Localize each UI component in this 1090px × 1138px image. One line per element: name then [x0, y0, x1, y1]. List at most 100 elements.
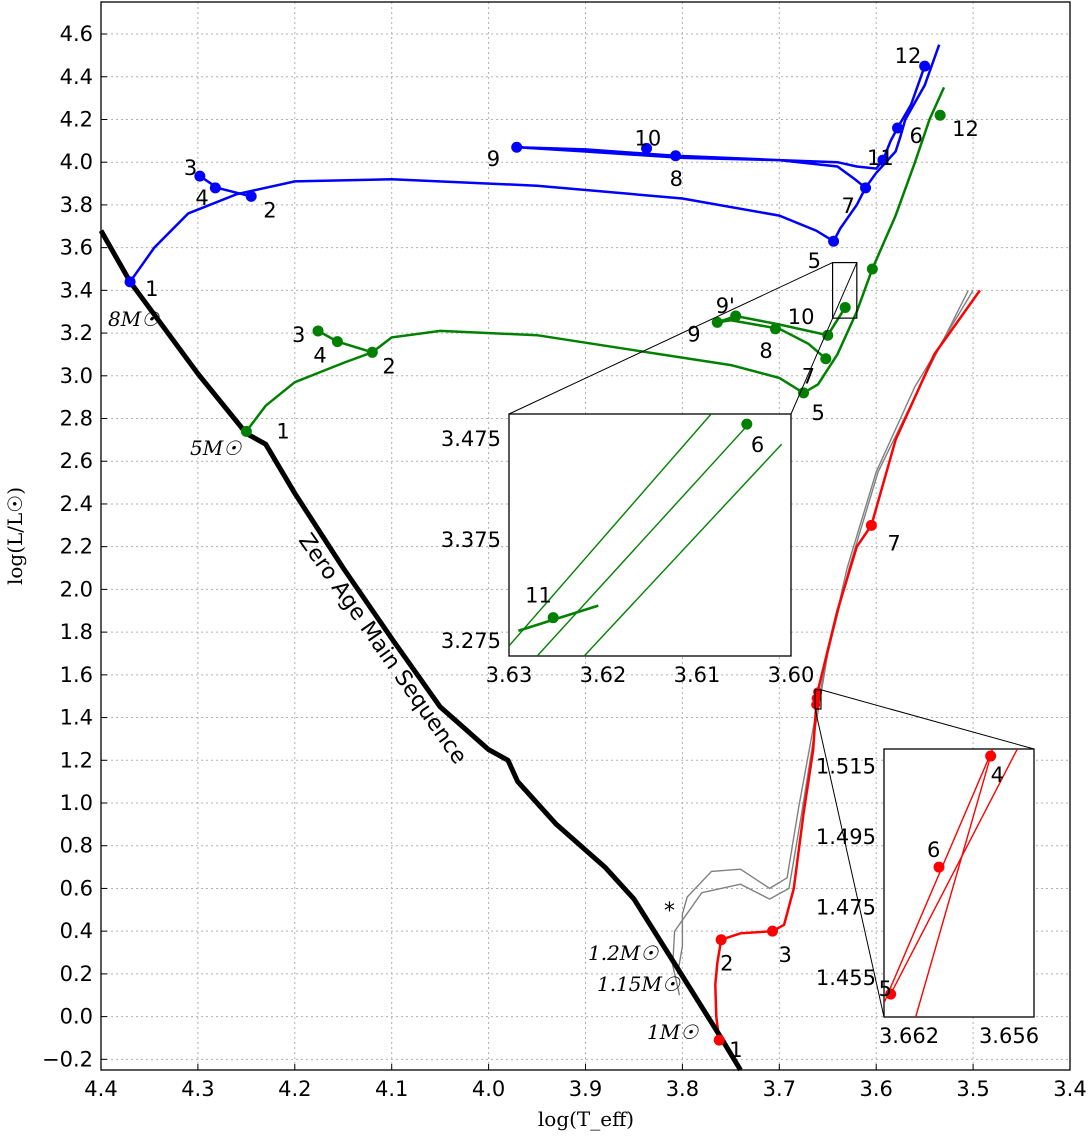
mass-label-5: 5M☉ [190, 436, 242, 460]
track-point [877, 154, 889, 166]
point-label: 2 [382, 354, 395, 378]
zoom-box [814, 689, 822, 710]
y-tick-label: 1.6 [60, 663, 93, 687]
inset-x-tick-label: 3.662 [879, 1024, 939, 1048]
inset-5msun: 6 11 3.63 3.62 3.61 3.60 3.475 3.375 3.275 [441, 261, 858, 687]
track-point [839, 301, 851, 313]
point-label: 3 [184, 156, 197, 180]
inset-y-tick-label: 1.495 [816, 825, 876, 849]
mass-label-1-15: 1.15M☉ [597, 972, 681, 996]
y-tick-label: 3.2 [60, 321, 93, 345]
x-tick-label: 3.5 [956, 1077, 989, 1101]
y-tick-label: 2.0 [60, 577, 93, 601]
y-tick-label: 2.2 [60, 535, 93, 559]
star-annotation: * [664, 899, 675, 924]
track-point [828, 235, 840, 247]
track-main-2 [245, 86, 946, 433]
y-tick-label: 4.2 [60, 107, 93, 131]
track-point [194, 170, 206, 182]
point-label: 1 [276, 419, 289, 443]
track-point [366, 346, 378, 358]
point-label: 6 [910, 124, 923, 148]
track-point [713, 1034, 725, 1046]
track-point [245, 190, 257, 202]
point-label: 5 [808, 249, 821, 273]
y-tick-label: 1.4 [60, 706, 93, 730]
inset-point-label: 4 [991, 763, 1004, 787]
x-tick-label: 4.0 [472, 1077, 505, 1101]
y-tick-label: 3.6 [60, 236, 93, 260]
y-tick-label: 4.0 [60, 150, 93, 174]
tick-labels: 4.4 4.3 4.2 4.1 4.0 3.9 3.8 3.7 3.6 3.5 3.4 −0.2 0.0… [42, 22, 1087, 1101]
inset-point-label: 5 [879, 977, 892, 1001]
x-tick-label: 3.9 [569, 1077, 602, 1101]
x-tick-label: 3.7 [763, 1077, 796, 1101]
inset-y-tick-label: 3.475 [441, 427, 501, 451]
inset-y-tick-label: 3.375 [441, 528, 501, 552]
point-label: 9 [487, 147, 500, 171]
inset-y-tick-label: 3.275 [441, 629, 501, 653]
inset-point-label: 6 [927, 838, 940, 862]
x-tick-label: 4.1 [375, 1077, 408, 1101]
gray-track-2 [671, 290, 969, 996]
track-main-1 [129, 44, 941, 283]
x-tick-label: 4.4 [84, 1077, 117, 1101]
y-tick-label: 1.0 [60, 791, 93, 815]
point-label: 3 [292, 323, 305, 347]
inset-x-tick-label: 3.656 [979, 1024, 1039, 1048]
track-point [209, 182, 221, 194]
inset-point-label: 6 [751, 433, 764, 457]
point-label: 3 [779, 943, 792, 967]
inset-point [933, 861, 945, 873]
inset-point [885, 988, 897, 1000]
point-label: 8 [759, 339, 772, 363]
point-label: 9 [687, 322, 700, 346]
zoom-connector [508, 262, 833, 415]
y-tick-label: 2.6 [60, 449, 93, 473]
track-point [811, 693, 821, 703]
point-label: 7 [802, 365, 815, 389]
point-label: 5 [812, 401, 825, 425]
y-tick-label: 0.6 [60, 876, 93, 900]
y-tick-label: 0.2 [60, 962, 93, 986]
track-point [331, 336, 343, 348]
inset-point [547, 612, 559, 624]
zoom-box [831, 261, 858, 319]
track-point [822, 329, 834, 341]
y-tick-label: −0.2 [42, 1047, 93, 1071]
zoom-connector [820, 689, 1035, 750]
track-point [934, 109, 946, 121]
track-point [312, 325, 324, 337]
mass-label-1: 1M☉ [647, 1020, 699, 1044]
point-label: 11 [867, 146, 894, 170]
track-point [711, 316, 723, 328]
inset-track [890, 749, 1018, 995]
point-label: 10 [635, 126, 662, 150]
point-label: 4 [195, 186, 208, 210]
y-tick-label: 0.8 [60, 834, 93, 858]
y-tick-label: 3.4 [60, 278, 93, 302]
track-point [511, 141, 523, 153]
track-point [240, 425, 252, 437]
x-tick-label: 3.6 [859, 1077, 892, 1101]
point-label: 12 [895, 44, 922, 68]
point-label: 2 [263, 198, 276, 222]
track-point [865, 519, 877, 531]
zoom-connector [790, 262, 858, 415]
point-label: 2 [720, 952, 733, 976]
inset-y-tick-label: 1.515 [816, 755, 876, 779]
mass-label-8: 8M☉ [108, 307, 160, 331]
y-tick-label: 0.0 [60, 1005, 93, 1029]
x-tick-label: 3.4 [1053, 1077, 1086, 1101]
inset-x-tick-label: 3.62 [580, 663, 627, 687]
point-label: 1 [145, 277, 158, 301]
y-tick-label: 0.4 [60, 919, 93, 943]
y-tick-label: 3.0 [60, 364, 93, 388]
x-axis-label: log(T_eff) [538, 1107, 634, 1131]
inset-x-tick-label: 3.61 [674, 663, 721, 687]
x-tick-label: 4.2 [278, 1077, 311, 1101]
track-point [860, 182, 872, 194]
